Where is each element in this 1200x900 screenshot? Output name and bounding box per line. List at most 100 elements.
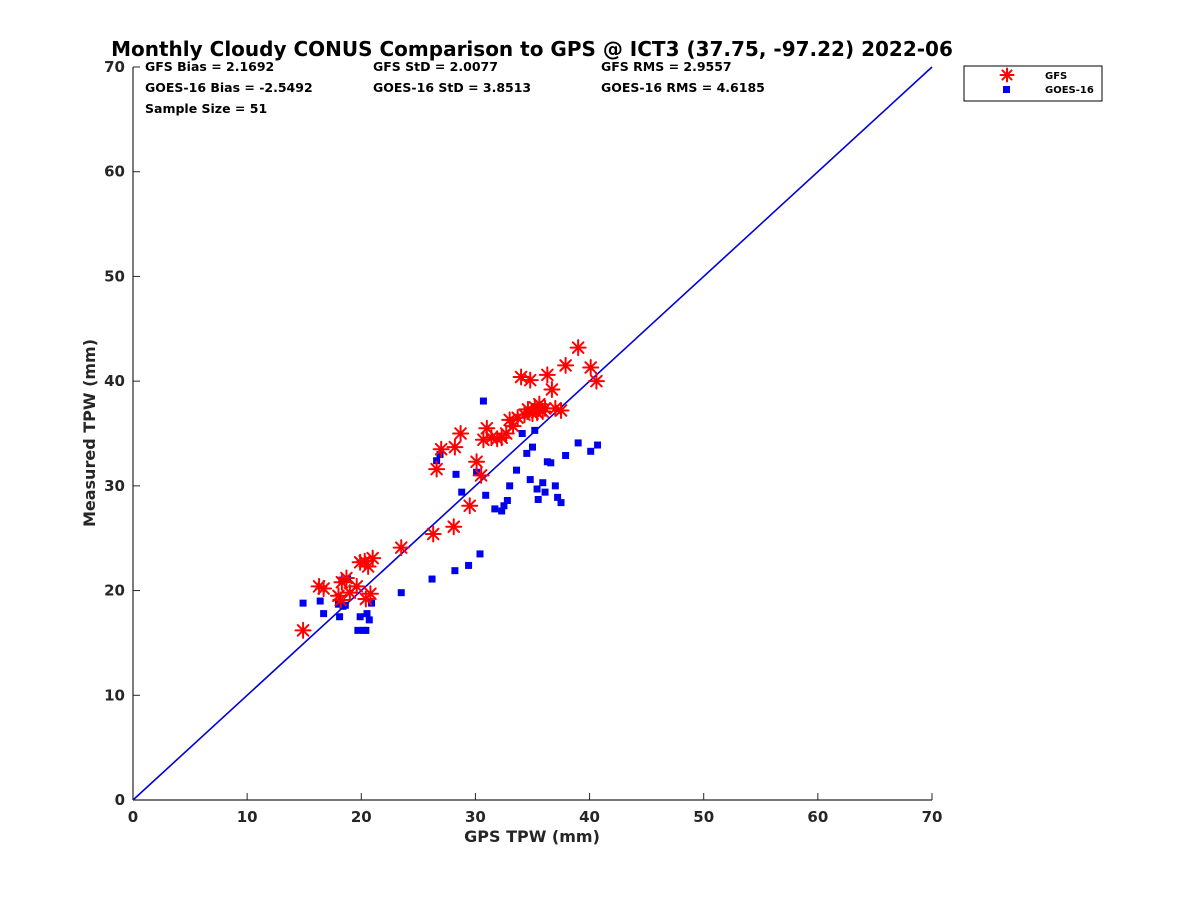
goes16-point [506,482,514,490]
x-tick-label: 70 [922,808,943,826]
gfs-point [452,425,470,442]
goes16-point [557,499,565,507]
goes16-point [362,626,370,634]
gfs-point [294,621,312,639]
x-tick-label: 40 [579,808,600,826]
gfs-point [337,569,355,587]
chart-title: Monthly Cloudy CONUS Comparison to GPS @… [111,37,953,61]
goes16-point [513,466,521,474]
gfs-point [348,577,366,595]
gfs-point [587,372,605,390]
gfs-point [521,371,539,389]
stat-gfs-rms: GFS RMS = 2.9557 [601,59,732,74]
gfs-point [361,585,379,603]
goes16-point [574,439,582,447]
gfs-point [424,525,442,543]
axes [132,67,932,801]
goes16-point [479,397,487,405]
gfs-point [461,497,479,515]
goes16-point [531,426,539,434]
gfs-point [468,453,486,471]
goes16-point [363,610,371,618]
gfs-point [432,440,450,458]
gfs-point [497,425,515,442]
x-tick-label: 10 [237,808,258,826]
goes16-point [594,441,602,449]
axis-ticks: 0 10 20 30 40 50 60 70 0 10 20 30 40 50 60 70 [104,58,942,826]
y-tick-label: 30 [104,477,125,495]
x-tick-label: 20 [351,808,372,826]
gfs-point [332,591,350,609]
gfs-point [569,339,587,357]
goes16-point [526,476,534,484]
gfs-point [557,356,575,374]
stat-gfs-std: GFS StD = 2.0077 [373,59,498,74]
stat-gfs-bias: GFS Bias = 2.1692 [145,59,274,74]
goes16-point [482,491,490,499]
x-tick-label: 60 [807,808,828,826]
gfs-point [552,401,570,419]
stats-annotations: GFS Bias = 2.1692 GFS StD = 2.0077 GFS R… [145,59,765,116]
goes16-point [500,502,508,510]
gfs-point [446,438,464,456]
gfs-point [341,584,359,602]
goes16-point [547,459,555,467]
goes16-point [458,488,466,496]
stat-goes-std: GOES-16 StD = 3.8513 [373,80,531,95]
y-axis-label: Measured TPW (mm) [80,339,99,527]
legend-gfs-asterisk [999,67,1015,83]
y-tick-label: 20 [104,582,125,600]
y-tick-label: 0 [115,791,125,809]
goes16-point [356,613,364,621]
goes16-point [336,613,344,621]
x-tick-label: 30 [465,808,486,826]
goes16-point [533,485,541,493]
goes16-point [299,599,307,607]
goes16-point [451,567,459,575]
gfs-point [445,518,463,536]
goes16-point [551,482,559,490]
gfs-point [472,466,490,484]
goes16-point [465,561,473,569]
goes16-point [541,488,549,496]
goes16-point [320,610,328,618]
goes16-point [354,626,362,634]
goes16-point [428,575,436,583]
goes16-point [523,449,531,457]
legend: GFS GOES-16 [963,65,1103,102]
goes16-point [562,451,570,459]
x-tick-label: 50 [693,808,714,826]
stat-goes-rms: GOES-16 RMS = 4.6185 [601,80,765,95]
goes16-point [476,550,484,558]
goes16-point [365,616,373,624]
goes16-point [316,597,324,605]
y-tick-label: 10 [104,686,125,704]
legend-goes16-marker [1003,86,1010,93]
gfs-point [582,359,600,377]
gfs-point [543,381,561,399]
x-axis-label: GPS TPW (mm) [464,827,600,846]
goes16-point [554,493,562,501]
goes16-point [498,507,506,515]
goes16-point [397,589,405,597]
y-tick-label: 40 [104,372,125,390]
goes16-point [436,450,444,458]
legend-box [963,65,1103,102]
gfs-point [538,366,556,384]
legend-gfs-label: GFS [1045,71,1067,82]
goes16-point [452,470,460,478]
legend-goes16-label: GOES-16 [1045,85,1094,96]
stat-goes-bias: GOES-16 Bias = -2.5492 [145,80,313,95]
goes16-point [529,443,536,451]
gfs-point [392,539,410,557]
goes16-point [368,599,376,607]
gfs-point [428,460,446,478]
gfs-point [315,579,333,597]
stat-sample-size: Sample Size = 51 [145,101,267,116]
y-tick-label: 60 [104,163,125,181]
goes16-point [473,468,481,476]
gfs-point [364,549,382,567]
goes16-point [587,447,595,455]
gfs-points [294,339,605,639]
